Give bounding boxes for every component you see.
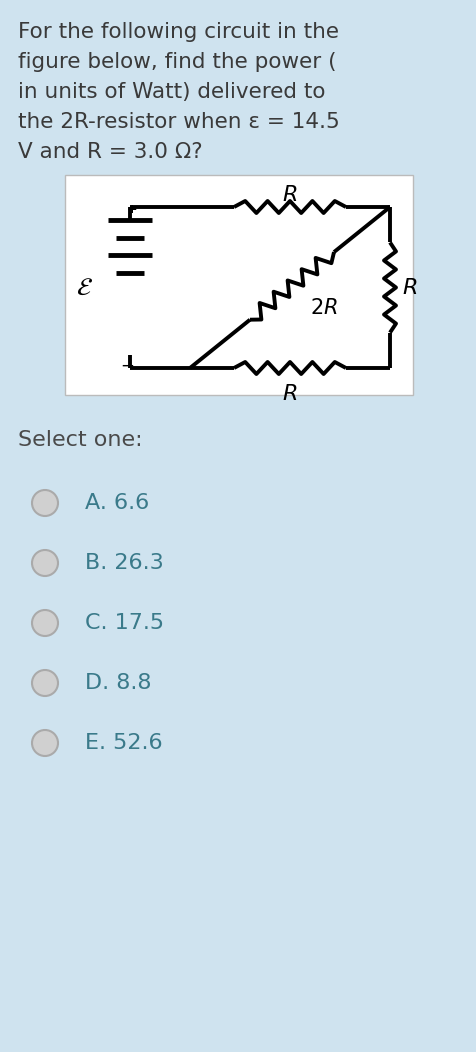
Text: $R$: $R$ xyxy=(282,384,297,404)
Text: D. 8.8: D. 8.8 xyxy=(85,673,151,693)
Text: $2R$: $2R$ xyxy=(309,298,337,318)
Circle shape xyxy=(32,550,58,576)
Text: E. 52.6: E. 52.6 xyxy=(85,733,162,753)
Circle shape xyxy=(32,730,58,756)
Text: figure below, find the power (: figure below, find the power ( xyxy=(18,52,336,72)
Text: V and R = 3.0 Ω?: V and R = 3.0 Ω? xyxy=(18,142,202,162)
Text: Select one:: Select one: xyxy=(18,430,142,450)
Text: $R$: $R$ xyxy=(401,278,416,298)
Text: +: + xyxy=(127,203,137,216)
Text: A. 6.6: A. 6.6 xyxy=(85,493,149,513)
Text: B. 26.3: B. 26.3 xyxy=(85,553,163,573)
Circle shape xyxy=(32,670,58,696)
Text: the 2R-resistor when ε = 14.5: the 2R-resistor when ε = 14.5 xyxy=(18,112,339,132)
Circle shape xyxy=(32,610,58,636)
Circle shape xyxy=(32,490,58,515)
Text: $R$: $R$ xyxy=(282,185,297,205)
Text: $\mathcal{E}$: $\mathcal{E}$ xyxy=(76,276,93,300)
Text: For the following circuit in the: For the following circuit in the xyxy=(18,22,338,42)
Text: C. 17.5: C. 17.5 xyxy=(85,613,164,633)
Text: −: − xyxy=(120,357,134,375)
Text: in units of Watt) delivered to: in units of Watt) delivered to xyxy=(18,82,325,102)
FancyBboxPatch shape xyxy=(65,175,412,394)
